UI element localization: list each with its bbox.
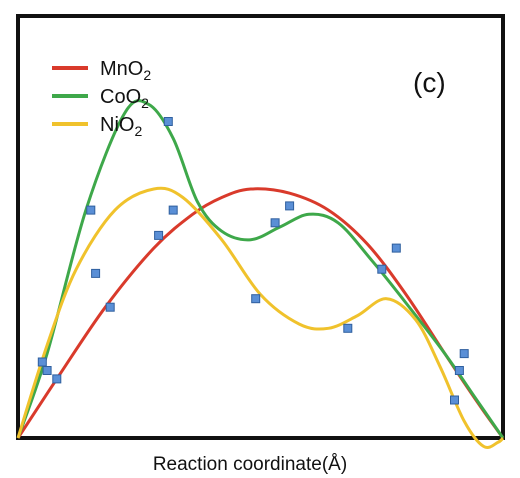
data-marker-coo2 bbox=[37, 357, 47, 367]
data-marker-mno2 bbox=[285, 201, 295, 211]
data-marker-nio2 bbox=[251, 294, 261, 304]
data-marker-coo2 bbox=[459, 349, 469, 359]
data-marker-coo2 bbox=[86, 205, 96, 215]
legend-label-nio2: NiO2 bbox=[100, 114, 142, 139]
data-marker-nio2 bbox=[343, 323, 353, 333]
panel-label: (c) bbox=[413, 67, 446, 98]
data-marker-nio2 bbox=[450, 395, 459, 405]
data-marker-mno2 bbox=[105, 302, 115, 312]
legend: MnO2 CoO2 NiO2 bbox=[52, 58, 151, 139]
series-line-nio2 bbox=[16, 186, 505, 449]
data-marker-coo2 bbox=[270, 218, 280, 228]
data-marker-nio2 bbox=[42, 366, 52, 375]
series-markers bbox=[37, 117, 469, 405]
data-marker-coo2 bbox=[163, 117, 173, 126]
data-marker-mno2 bbox=[154, 230, 164, 240]
data-marker-mno2 bbox=[52, 374, 62, 384]
data-marker-mno2 bbox=[377, 264, 387, 274]
data-marker-nio2 bbox=[168, 205, 178, 215]
plot-frame bbox=[16, 14, 505, 440]
legend-label-coo2: CoO2 bbox=[100, 86, 149, 111]
series-line-coo2 bbox=[16, 99, 505, 439]
legend-label-mno2: MnO2 bbox=[100, 58, 151, 83]
data-marker-nio2 bbox=[91, 268, 101, 278]
data-marker-coo2 bbox=[391, 243, 401, 253]
series-curves bbox=[16, 99, 505, 449]
data-marker-mno2 bbox=[454, 366, 464, 375]
x-axis-title: Reaction coordinate(Å) bbox=[153, 454, 347, 475]
